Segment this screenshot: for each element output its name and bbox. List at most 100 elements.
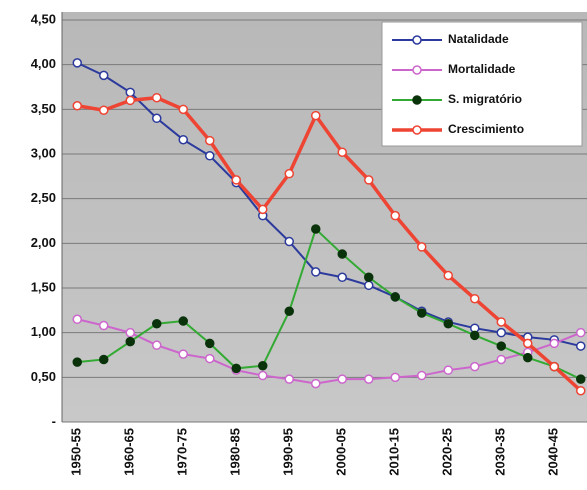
data-point: [364, 272, 374, 283]
data-point: [99, 320, 109, 331]
data-point: [125, 87, 135, 98]
y-tick-label: 4,50: [31, 11, 56, 26]
data-point: [152, 113, 162, 124]
data-point: [470, 361, 480, 372]
data-point: [205, 135, 215, 146]
legend-label: Mortalidade: [448, 62, 516, 76]
data-point: [496, 354, 506, 365]
data-point: [178, 349, 188, 359]
data-point: [178, 104, 188, 115]
data-point: [576, 374, 586, 384]
data-point: [364, 175, 374, 185]
data-point: [549, 338, 559, 349]
data-point: [125, 336, 135, 347]
x-tick-label: 2020-25: [440, 428, 455, 476]
y-tick-label: 0,50: [31, 369, 56, 384]
legend-marker: [412, 65, 422, 75]
data-point: [99, 354, 109, 365]
series-line: [76, 95, 582, 393]
data-point: [284, 374, 294, 384]
data-point: [231, 175, 241, 185]
data-point: [205, 338, 215, 349]
data-point: [364, 374, 374, 384]
data-point: [258, 204, 268, 215]
y-tick-label: 4,00: [31, 56, 56, 71]
data-point: [337, 272, 347, 283]
data-point: [258, 360, 268, 371]
data-point: [311, 267, 321, 277]
data-point: [258, 370, 268, 381]
data-point: [443, 365, 453, 375]
data-point: [311, 378, 321, 389]
data-point: [99, 70, 109, 81]
data-point: [152, 92, 162, 103]
y-tick-label: 3,00: [31, 145, 56, 160]
data-point: [390, 372, 400, 383]
data-point: [390, 292, 400, 302]
y-tick-label: 1,50: [31, 279, 56, 294]
data-point: [576, 341, 586, 351]
y-tick-label: 2,00: [31, 235, 56, 250]
data-point: [523, 338, 533, 349]
x-tick-label: 2010-15: [387, 428, 402, 476]
legend-label: S. migratório: [448, 92, 522, 106]
x-tick-label: 2040-45: [546, 428, 561, 476]
legend: Natalidade Mortalidade S. migratório Cresci…: [381, 21, 583, 147]
x-tick-label: 1990-95: [281, 428, 296, 476]
x-tick-label: 1970-75: [175, 428, 190, 476]
data-point: [284, 168, 294, 179]
data-point: [284, 236, 294, 247]
data-point: [99, 105, 109, 115]
data-point: [576, 385, 586, 396]
x-tick-label: 2030-35: [493, 428, 508, 476]
data-point: [284, 306, 294, 316]
data-point: [152, 340, 162, 350]
data-point: [72, 357, 82, 367]
x-tick-label: 2000-05: [334, 428, 349, 476]
legend-label: Crescimiento: [448, 122, 524, 136]
data-point: [178, 316, 188, 326]
data-point: [417, 242, 427, 252]
legend-marker: [412, 35, 422, 45]
legend-marker: [412, 125, 422, 135]
y-tick-label: 1,00: [31, 324, 56, 339]
data-point: [125, 95, 135, 106]
data-point: [470, 330, 480, 341]
legend-label: Natalidade: [448, 32, 509, 46]
data-point: [205, 151, 215, 161]
data-point: [337, 374, 347, 384]
data-point: [470, 293, 480, 304]
data-point: [417, 370, 427, 381]
data-point: [337, 147, 347, 157]
data-point: [549, 361, 559, 372]
data-point: [496, 341, 506, 351]
data-point: [72, 101, 82, 111]
data-point: [72, 58, 82, 68]
data-point: [443, 270, 453, 281]
x-tick-label: 1950-55: [69, 428, 84, 476]
y-tick-label: 2,50: [31, 190, 56, 205]
data-point: [72, 314, 82, 325]
y-tick-label: -: [52, 413, 56, 428]
data-point: [311, 224, 321, 234]
data-point: [576, 327, 586, 338]
data-point: [152, 318, 162, 329]
data-point: [417, 308, 427, 318]
data-point: [390, 210, 400, 221]
data-point: [364, 280, 374, 291]
data-point: [523, 352, 533, 363]
legend-marker: [412, 95, 422, 105]
x-tick-label: 1960-65: [122, 428, 137, 476]
data-point: [178, 134, 188, 145]
data-point: [337, 249, 347, 259]
data-point: [496, 327, 506, 338]
x-tick-label: 1980-85: [228, 428, 243, 476]
y-tick-label: 3,50: [31, 101, 56, 116]
data-point: [496, 317, 506, 327]
data-point: [125, 327, 135, 338]
data-point: [443, 318, 453, 329]
data-point: [231, 363, 241, 374]
data-point: [311, 110, 321, 121]
data-point: [205, 353, 215, 364]
